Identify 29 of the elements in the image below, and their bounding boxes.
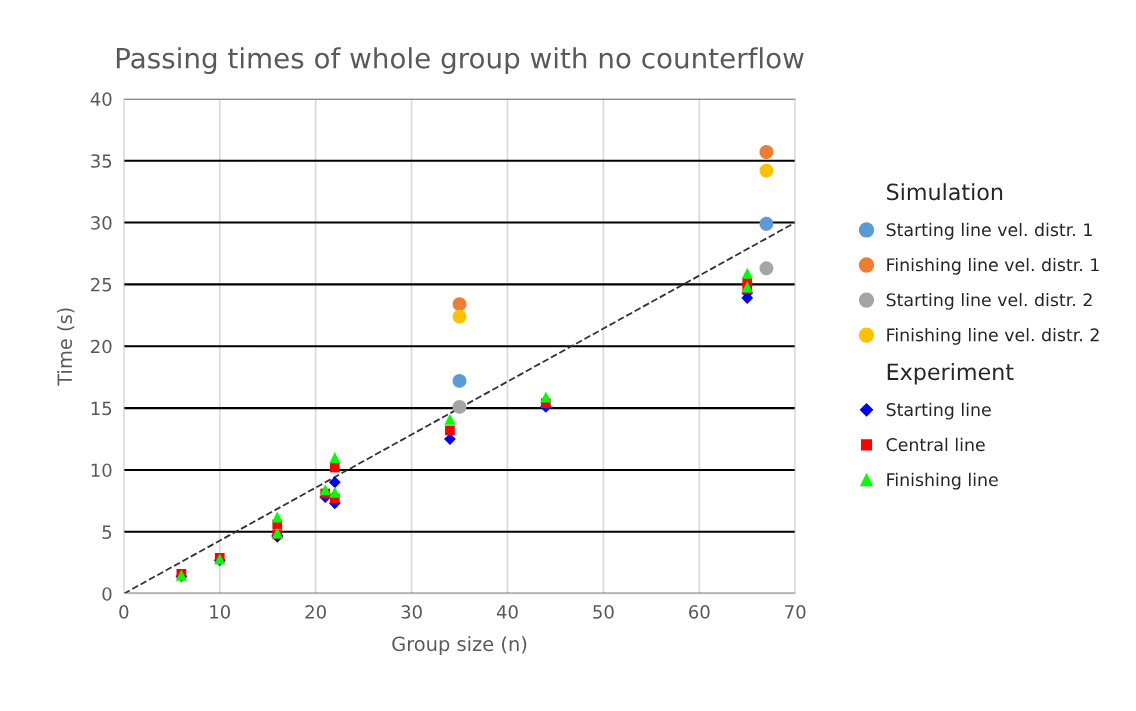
x-tick-label: 30 bbox=[401, 605, 422, 619]
y-tick-label: 5 bbox=[102, 525, 112, 539]
legend-label: Starting line bbox=[886, 402, 991, 420]
legend-label: Starting line vel. distr. 2 bbox=[886, 292, 1092, 310]
y-tick-label: 0 bbox=[102, 587, 112, 601]
x-tick-label: 20 bbox=[305, 605, 326, 619]
x-axis-title: Group size (n) bbox=[392, 636, 527, 655]
x-tick-label: 70 bbox=[785, 605, 806, 619]
y-tick-label: 25 bbox=[91, 277, 112, 292]
legend-label: Starting line vel. distr. 1 bbox=[886, 222, 1092, 240]
y-tick-label: 10 bbox=[91, 463, 112, 478]
text: Experiment bbox=[887, 362, 1014, 385]
y-tick-label: 40 bbox=[90, 92, 112, 106]
legend-label: Finishing line vel. distr. 1 bbox=[887, 257, 1099, 275]
chart-title: Passing times of whole group with no counterflow bbox=[116, 47, 804, 75]
x-tick-label: 0 bbox=[119, 605, 129, 619]
y-tick-label: 35 bbox=[91, 154, 112, 168]
legend-label: Finishing line vel. distr. 2 bbox=[887, 327, 1099, 345]
legend-label: Finishing line bbox=[887, 472, 998, 490]
y-tick-label: 15 bbox=[91, 401, 112, 416]
x-tick-label: 60 bbox=[689, 605, 710, 619]
x-tick-label: 50 bbox=[593, 605, 614, 619]
legend-label: Central line bbox=[886, 437, 985, 452]
y-tick-label: 20 bbox=[91, 339, 112, 354]
text: Simulation bbox=[887, 183, 1003, 201]
x-tick-label: 40 bbox=[496, 605, 518, 619]
x-tick-label: 10 bbox=[210, 605, 231, 619]
y-tick-label: 30 bbox=[91, 216, 112, 230]
y-axis-title: Time (s) bbox=[57, 308, 75, 386]
